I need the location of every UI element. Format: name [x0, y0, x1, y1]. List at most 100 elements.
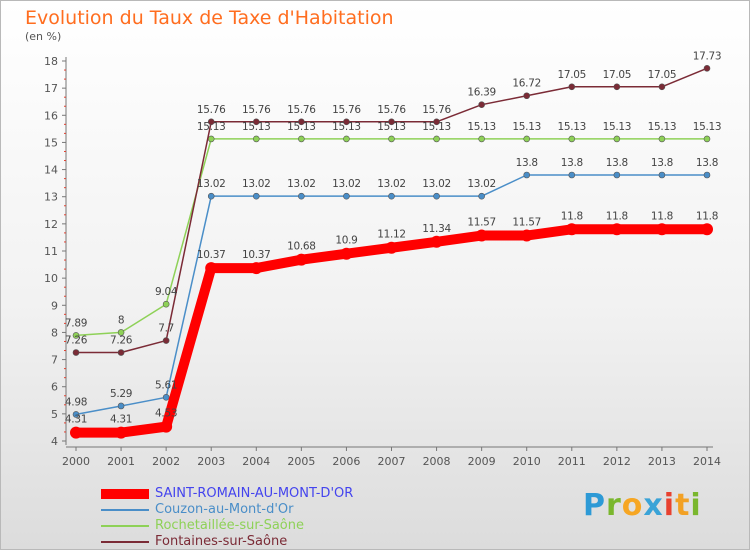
data-point: [478, 101, 485, 108]
data-point: [298, 118, 305, 126]
legend-item-fontaines: Fontaines-sur-Saône: [101, 534, 421, 549]
data-label: 10.37: [242, 249, 271, 261]
data-point: [207, 192, 215, 200]
data-label: 5.61: [155, 379, 177, 391]
data-point: [523, 171, 531, 179]
x-tick-label: 2013: [648, 455, 676, 468]
data-point: [117, 329, 125, 336]
data-point: [72, 349, 80, 356]
data-label: 4.53: [155, 408, 177, 420]
y-tick-label: 18: [44, 55, 58, 68]
data-point: [658, 171, 666, 179]
data-label: 15.13: [558, 121, 587, 133]
x-tick-label: 2008: [423, 455, 451, 468]
data-point: [703, 171, 711, 179]
data-point: [613, 171, 621, 179]
data-point: [568, 171, 576, 179]
data-point: [162, 337, 170, 344]
data-point: [205, 262, 218, 275]
data-point: [475, 229, 488, 242]
data-point: [250, 262, 263, 275]
x-tick-label: 2012: [603, 455, 631, 468]
data-point: [252, 118, 260, 126]
x-tick-label: 2006: [332, 455, 360, 468]
legend-swatch: [101, 489, 149, 499]
data-point: [520, 229, 533, 242]
data-label: 15.13: [197, 121, 226, 133]
data-point: [343, 118, 350, 126]
data-label: 15.13: [377, 121, 406, 133]
data-point: [565, 223, 578, 236]
legend-item-rochetaillee: Rochetaillée-sur-Saône: [101, 518, 421, 534]
data-label: 4.31: [110, 414, 132, 426]
legend-label: Rochetaillée-sur-Saône: [155, 518, 304, 533]
logo-letter: x: [643, 488, 664, 523]
data-label: 13.02: [422, 178, 451, 190]
data-point: [160, 420, 173, 433]
data-point: [295, 253, 308, 266]
logo-letter: P: [583, 488, 606, 523]
data-label: 15.13: [603, 121, 632, 133]
logo-letter: i: [690, 488, 702, 523]
data-label: 11.8: [561, 210, 583, 222]
y-tick-label: 16: [44, 109, 58, 122]
data-label: 15.76: [422, 104, 451, 116]
data-point: [433, 118, 440, 126]
y-tick-label: 11: [44, 245, 58, 258]
legend-swatch: [101, 525, 149, 527]
data-label: 15.13: [332, 121, 361, 133]
data-label: 15.76: [287, 104, 316, 116]
data-label: 15.13: [287, 121, 316, 133]
y-tick-label: 13: [44, 191, 58, 204]
x-tick-label: 2014: [693, 455, 721, 468]
x-tick-label: 2011: [558, 455, 586, 468]
x-tick-label: 2000: [62, 455, 90, 468]
data-label: 15.13: [512, 121, 541, 133]
data-label: 13.8: [516, 157, 538, 169]
data-label: 17.05: [648, 69, 677, 81]
data-label: 13.8: [696, 157, 718, 169]
data-label: 17.05: [558, 69, 587, 81]
data-label: 15.13: [242, 121, 271, 133]
y-tick-label: 8: [51, 326, 58, 339]
data-point: [115, 426, 128, 439]
data-point: [70, 426, 82, 439]
data-label: 13.8: [561, 157, 583, 169]
data-point: [298, 192, 305, 200]
data-point: [658, 83, 666, 91]
data-point: [252, 192, 260, 200]
y-tick-label: 12: [44, 218, 58, 231]
data-point: [117, 349, 125, 356]
data-point: [523, 92, 531, 100]
data-label: 11.12: [377, 229, 406, 241]
legend-label: SAINT-ROMAIN-AU-MONT-D'OR: [155, 486, 354, 501]
data-label: 13.02: [467, 178, 496, 190]
y-tick-label: 9: [51, 299, 58, 312]
data-label: 16.72: [512, 78, 541, 90]
data-point: [72, 411, 80, 418]
data-label: 15.13: [422, 121, 451, 133]
data-point: [610, 223, 623, 236]
legend-swatch: [101, 541, 149, 543]
y-tick-label: 10: [44, 272, 58, 285]
y-tick-label: 17: [44, 82, 58, 95]
data-label: 13.02: [287, 178, 316, 190]
data-label: 15.13: [648, 121, 677, 133]
x-tick-label: 2009: [468, 455, 496, 468]
data-label: 15.13: [693, 121, 722, 133]
data-point: [385, 241, 398, 254]
data-point: [252, 135, 260, 143]
y-tick-label: 7: [51, 354, 58, 367]
data-point: [478, 192, 485, 200]
data-label: 15.76: [332, 104, 361, 116]
legend-item-saint-romain: SAINT-ROMAIN-AU-MONT-D'OR: [101, 486, 421, 502]
data-label: 7.7: [158, 323, 174, 335]
data-point: [72, 332, 80, 339]
y-tick-label: 15: [44, 136, 58, 149]
data-label: 13.02: [377, 178, 406, 190]
data-point: [388, 135, 395, 143]
data-label: 13.02: [197, 178, 226, 190]
data-label: 13.8: [606, 157, 628, 169]
